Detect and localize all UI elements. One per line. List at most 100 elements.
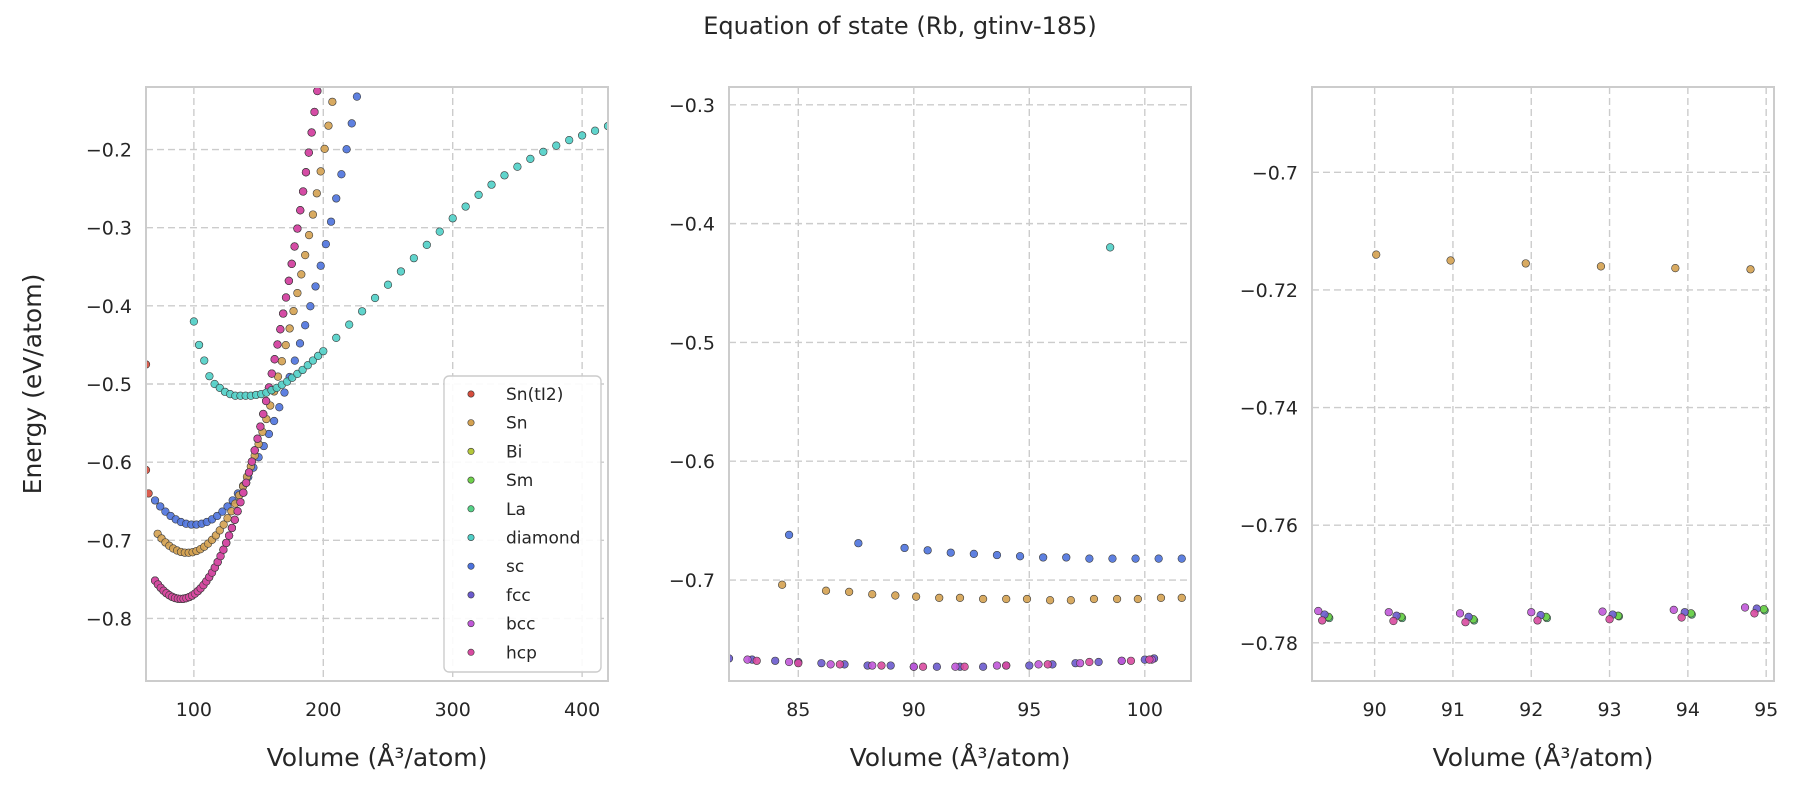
data-point-hcp	[1750, 609, 1759, 618]
data-point-sc	[311, 282, 320, 291]
data-point-bcc	[868, 661, 877, 670]
legend-entry-label: bcc	[506, 615, 535, 635]
data-point-sc	[280, 388, 289, 397]
data-point-hcp	[261, 396, 271, 406]
data-point-diamond	[513, 162, 522, 171]
data-point-hcp	[316, 66, 324, 74]
legend-box	[443, 375, 602, 673]
data-point-diamond	[461, 202, 470, 211]
data-point-diamond	[370, 293, 380, 303]
data-point-hcp	[918, 662, 928, 671]
y-tick-label: −0.72	[1240, 280, 1298, 302]
data-point-hcp	[224, 531, 234, 540]
data-point-hcp	[219, 545, 228, 554]
data-point-bcc	[322, 22, 330, 30]
chart-panel-2: 85 90 95 100 −0.7 −0.6 −0.5 −0.4 −0.3 Volume (Å³/…	[669, 86, 1192, 772]
data-point-bcc	[1034, 660, 1043, 669]
data-point-sn	[955, 593, 965, 602]
data-point-fcc	[322, 22, 330, 30]
legend-marker	[467, 620, 475, 628]
data-point-diamond	[200, 356, 209, 365]
data-point-hcp	[242, 478, 251, 487]
legend-marker	[467, 562, 475, 570]
y-tick-label: −0.4	[669, 214, 715, 236]
data-point-sn	[293, 288, 302, 298]
data-point-sc	[1015, 552, 1025, 561]
data-point-sn	[1022, 594, 1032, 604]
data-point-sn	[289, 306, 298, 316]
data-point-sn	[912, 592, 921, 601]
y-tick-label: −0.4	[86, 296, 132, 318]
y-tick-label: −0.3	[669, 95, 715, 117]
data-point-sc	[270, 416, 279, 426]
data-point-sc	[1039, 553, 1048, 562]
data-point-hcp	[281, 293, 291, 302]
data-point-hcp	[1389, 616, 1398, 626]
x-tick-label: 300	[435, 699, 471, 721]
data-point-bcc	[951, 662, 960, 671]
data-point-sn	[1521, 259, 1530, 268]
data-point-sc	[946, 548, 955, 557]
data-point-sc	[969, 549, 978, 558]
data-point-fcc	[1025, 661, 1034, 670]
x-tick-label: 94	[1676, 699, 1700, 721]
data-point-fcc	[319, 44, 327, 52]
y-tick-label: −0.5	[669, 332, 715, 354]
data-point-sc	[218, 507, 227, 516]
data-point-sc	[923, 546, 932, 555]
x-tick-label: 90	[902, 699, 926, 721]
data-point-bcc	[316, 66, 324, 74]
data-point-sn	[1177, 593, 1186, 602]
data-point-diamond	[500, 171, 509, 180]
data-point-diamond	[194, 340, 204, 350]
data-point-sc	[352, 92, 362, 101]
x-tick-label: 100	[176, 699, 212, 721]
data-point-hcp	[1677, 613, 1686, 622]
y-tick-label: −0.7	[669, 570, 715, 592]
data-point-sn	[1746, 265, 1755, 274]
data-point-sn	[336, 48, 344, 56]
data-point-hcp	[325, 0, 333, 6]
data-point-sn	[312, 189, 321, 198]
y-tick-label: −0.7	[86, 530, 132, 552]
data-point-hcp	[227, 523, 237, 533]
data-point-hcp	[222, 538, 231, 548]
data-point-sn	[328, 97, 337, 106]
data-point-hcp	[752, 656, 761, 665]
y-tick-label: −0.6	[86, 452, 132, 474]
data-point-sn	[277, 357, 286, 366]
x-tick-label: 400	[564, 699, 600, 721]
data-point-sn	[845, 587, 854, 597]
legend-marker	[467, 533, 475, 541]
data-point-sn	[891, 591, 900, 600]
data-point-bcc	[1117, 656, 1126, 665]
legend-entry-label: fcc	[506, 586, 531, 606]
data-point-diamond	[189, 317, 198, 326]
data-point-sn	[324, 121, 333, 130]
data-point-hcp	[1461, 618, 1470, 627]
data-point-sc	[316, 261, 325, 270]
y-tick-label: −0.5	[86, 374, 132, 396]
data-point-sn	[215, 526, 224, 535]
data-point-sc	[992, 550, 1002, 560]
data-point-hcp	[1002, 661, 1011, 670]
data-point-diamond	[552, 141, 561, 150]
data-point-hcp	[1533, 616, 1542, 625]
legend-marker	[467, 591, 475, 599]
data-point-sn	[285, 324, 294, 333]
data-point-bcc	[1598, 607, 1607, 616]
data-point-diamond	[314, 351, 323, 360]
data-point-diamond	[383, 280, 393, 289]
data-point-sc	[1108, 554, 1117, 563]
data-point-hcp	[284, 276, 293, 286]
data-point-fcc	[325, 0, 333, 6]
data-point-bcc	[826, 660, 835, 669]
data-point-hcp	[301, 168, 311, 177]
data-point-diamond	[205, 372, 214, 381]
legend-entry-label: Bi	[506, 442, 522, 462]
chart-panel-3: 90 91 92 93 94 95 −0.78 −0.76 −0.74 −0.72 −0.7 Volu…	[1240, 86, 1778, 772]
y-tick-label: −0.2	[86, 140, 132, 162]
data-point-sc	[337, 170, 346, 179]
data-point-sc	[295, 339, 305, 348]
x-axis-label: Volume (Å³/atom)	[850, 743, 1071, 772]
